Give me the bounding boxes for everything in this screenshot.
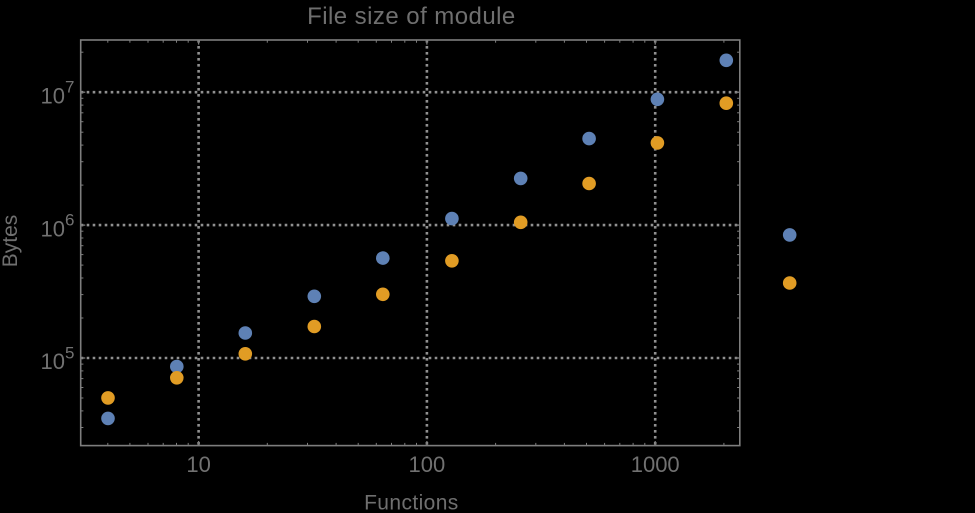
svg-text:1000: 1000 (631, 452, 680, 477)
svg-text:10: 10 (186, 452, 210, 477)
svg-text:File size of module: File size of module (307, 3, 516, 30)
svg-text:Bytes: Bytes (0, 215, 22, 268)
svg-text:100: 100 (409, 452, 446, 477)
svg-text:Functions: Functions (364, 492, 459, 513)
